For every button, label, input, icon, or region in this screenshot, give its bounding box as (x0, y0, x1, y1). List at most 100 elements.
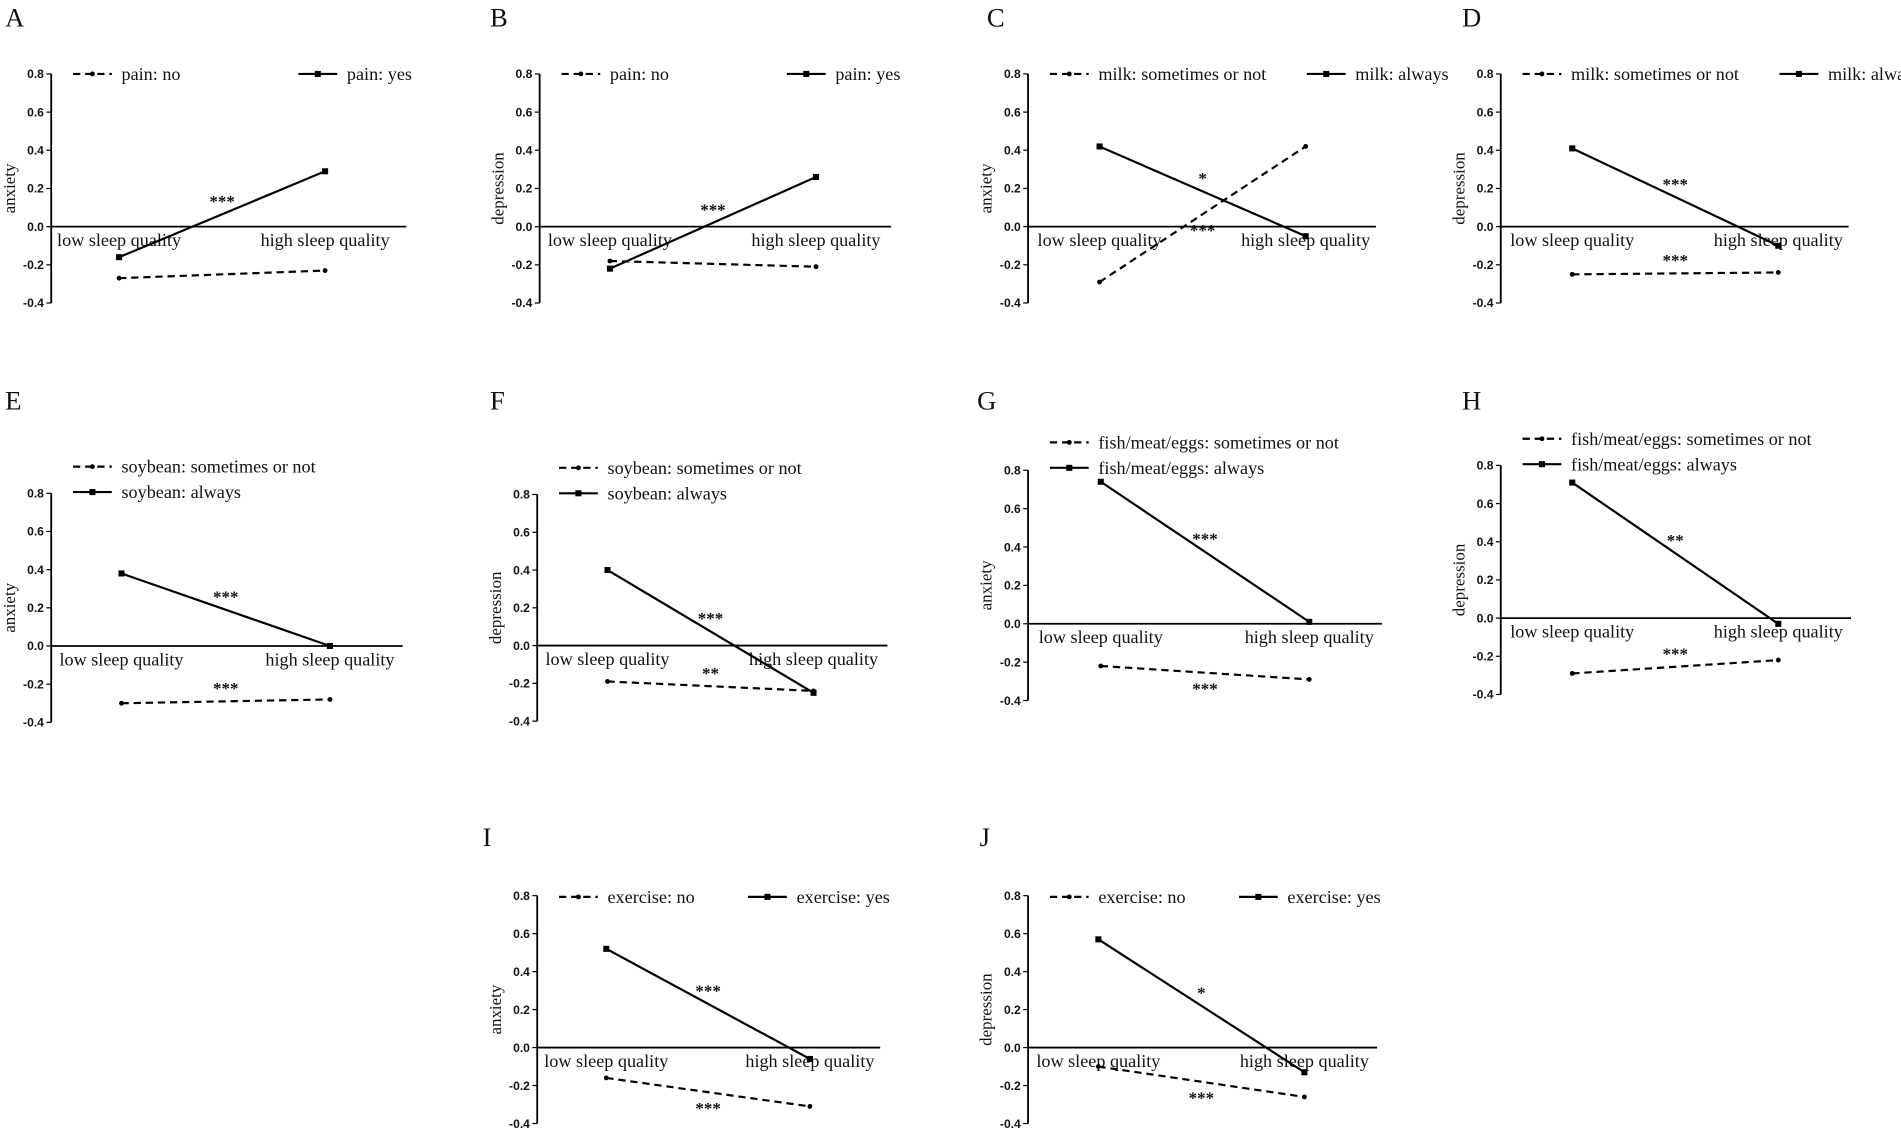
x-category-label: low sleep quality (548, 230, 672, 250)
data-point (1096, 143, 1103, 150)
data-point (603, 1075, 609, 1081)
significance-annotation: ** (702, 664, 719, 683)
significance-annotation: *** (700, 201, 725, 220)
y-tick-label: 0.6 (513, 927, 530, 941)
legend-label: fish/meat/eggs: always (1098, 458, 1264, 478)
significance-annotation: *** (1663, 645, 1688, 664)
y-axis-label: depression (488, 152, 507, 225)
data-point (116, 275, 122, 281)
series-line (607, 680, 814, 693)
data-point (1775, 242, 1782, 249)
data-point (1775, 270, 1781, 275)
legend-marker (1538, 461, 1545, 468)
x-category-label: low sleep quality (1510, 622, 1634, 642)
legend-label: pain: no (121, 64, 180, 84)
y-axis-label: anxiety (486, 984, 505, 1034)
y-axis-label: depression (1449, 543, 1468, 616)
legend-label: soybean: always (121, 482, 240, 502)
series-line (119, 269, 326, 280)
series-line (1571, 481, 1779, 625)
legend-marker (575, 465, 581, 471)
data-point (1303, 144, 1309, 149)
y-tick-label: 0.6 (1477, 105, 1494, 119)
legend-marker (89, 489, 96, 496)
significance-annotation: *** (1190, 221, 1215, 240)
y-tick-label: 0.0 (513, 639, 530, 653)
y-tick-label: 0.6 (1004, 105, 1021, 119)
y-tick-label: 0.4 (1004, 540, 1021, 554)
y-tick-label: 0.6 (1004, 927, 1021, 941)
data-point (1569, 671, 1575, 676)
y-tick-label: 0.8 (27, 67, 44, 81)
y-tick-label: 0.0 (513, 1041, 530, 1055)
y-tick-label: 0.2 (27, 601, 44, 615)
y-axis-label: anxiety (0, 582, 19, 632)
y-tick-label: 0.0 (27, 220, 44, 234)
y-tick-label: -0.2 (1000, 1079, 1021, 1093)
significance-annotation: *** (695, 1099, 720, 1118)
series-line (1097, 938, 1305, 1074)
y-tick-label: 0.4 (516, 144, 533, 158)
y-tick-label: 0.4 (1004, 144, 1021, 158)
y-tick-label: -0.2 (509, 677, 530, 691)
series-line (1098, 145, 1307, 283)
data-point (1569, 271, 1575, 277)
legend-marker (578, 71, 584, 77)
legend-label: fish/meat/eggs: sometimes or not (1571, 429, 1812, 449)
y-tick-label: 0.4 (513, 563, 530, 577)
significance-annotation: ** (1667, 531, 1684, 550)
legend-label: exercise: yes (797, 887, 890, 907)
data-point (810, 689, 817, 696)
data-point (813, 264, 819, 270)
significance-annotation: *** (213, 679, 238, 698)
y-tick-label: -0.2 (23, 258, 44, 272)
y-tick-label: -0.4 (23, 296, 44, 310)
data-point (327, 697, 333, 702)
legend-label: soybean: always (608, 483, 728, 503)
significance-annotation: *** (1192, 680, 1217, 699)
y-tick-label: 0.8 (513, 488, 530, 502)
significance-annotation: *** (1189, 1089, 1214, 1108)
legend-marker (1066, 439, 1072, 445)
x-category-label: low sleep quality (1036, 1051, 1160, 1071)
data-point (1569, 145, 1576, 152)
significance-annotation: *** (213, 587, 238, 606)
series-line (121, 698, 330, 705)
y-tick-label: 0.8 (27, 487, 44, 501)
y-axis-label: depression (1449, 152, 1468, 225)
significance-annotation: *** (209, 192, 234, 211)
y-tick-label: 0.4 (1004, 965, 1021, 979)
x-category-label: high sleep quality (1240, 1051, 1369, 1071)
significance-annotation: *** (1663, 175, 1688, 194)
data-point (119, 700, 124, 706)
x-category-label: high sleep quality (1241, 230, 1370, 250)
significance-annotation: *** (1663, 251, 1688, 270)
legend-marker (764, 893, 771, 900)
data-point (1095, 1064, 1101, 1069)
y-tick-label: 0.8 (1477, 459, 1494, 473)
y-tick-label: -0.2 (1000, 258, 1021, 272)
significance-annotation: * (1198, 169, 1206, 188)
y-tick-label: 0.2 (1004, 182, 1021, 196)
legend-marker (1539, 436, 1545, 442)
series-line (609, 176, 817, 270)
legend-marker (575, 490, 582, 497)
data-point (322, 168, 329, 175)
y-tick-label: -0.4 (1473, 296, 1494, 310)
panel-letter: A (5, 3, 25, 33)
y-tick-label: -0.2 (509, 1079, 530, 1093)
y-tick-label: 0.6 (516, 105, 533, 119)
y-tick-label: -0.2 (1473, 258, 1494, 272)
series-line (606, 569, 815, 694)
y-tick-label: 0.0 (1477, 611, 1494, 625)
y-tick-label: -0.4 (1000, 694, 1021, 708)
legend-marker (1539, 71, 1545, 77)
series-line (121, 572, 331, 648)
series-line (606, 1076, 811, 1108)
data-point (606, 265, 613, 272)
legend-marker (1066, 464, 1073, 471)
